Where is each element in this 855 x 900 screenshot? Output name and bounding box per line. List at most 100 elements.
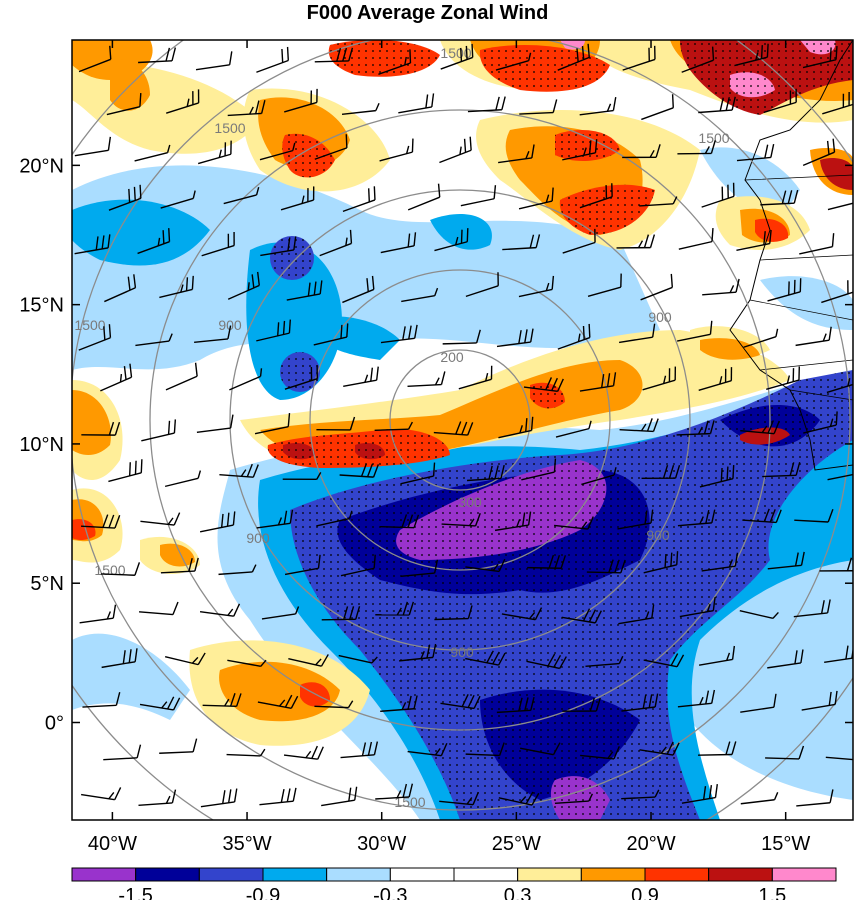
wind-barb: [139, 696, 181, 711]
wind-barb: [740, 420, 780, 435]
wind-barb: [802, 46, 838, 69]
wind-barb: [743, 328, 779, 348]
wind-barb: [137, 228, 171, 255]
wind-barb: [316, 416, 356, 431]
wind-barb: [440, 43, 474, 70]
lon-tick-label: 30°W: [357, 833, 406, 855]
wind-barb: [166, 89, 200, 114]
contour-value-label: 200: [440, 349, 464, 365]
wind-barb: [227, 271, 260, 300]
wind-barb: [616, 234, 656, 249]
wind-barb: [400, 462, 436, 485]
wind-barb: [767, 649, 804, 669]
wind-barb: [440, 694, 481, 710]
colorbar-swatch: [708, 867, 773, 882]
wind-barb: [518, 275, 555, 298]
wind-barb: [827, 200, 853, 211]
wind-barb: [698, 645, 736, 666]
wind-barb: [160, 557, 199, 574]
wind-barb: [282, 472, 322, 481]
distance-ring: [149, 109, 771, 731]
contour-value-label: 1500: [440, 45, 471, 61]
strong-positive-shading: [72, 40, 853, 707]
wind-barb: [343, 366, 379, 388]
wind-barb: [81, 787, 122, 801]
wind-barb: [433, 421, 474, 436]
wind-barb: [160, 190, 196, 209]
colorbar-label: 0.9: [631, 885, 659, 900]
wind-barb: [439, 136, 472, 164]
wind-barb: [799, 233, 835, 255]
wind-barb: [78, 324, 112, 351]
wind-barb: [321, 786, 358, 807]
wind-barb: [677, 509, 716, 527]
wind-barb: [825, 756, 853, 761]
wind-barb: [380, 232, 417, 254]
colorbar-swatch: [389, 867, 455, 882]
contour-value-label: 1500: [94, 562, 125, 578]
wind-barb: [498, 144, 535, 164]
wind-barb: [643, 653, 685, 668]
wind-barb: [284, 554, 321, 576]
wind-barb: [458, 365, 493, 390]
wind-barb: [562, 228, 596, 254]
wind-barb: [465, 272, 499, 298]
wind-barb: [199, 603, 241, 617]
wind-barb: [227, 659, 267, 668]
wind-barb: [379, 138, 414, 162]
wind-barb: [822, 92, 853, 115]
wind-barb: [641, 464, 681, 479]
wind-barb: [586, 559, 626, 574]
wind-barb: [439, 791, 479, 806]
wind-barb: [375, 783, 414, 800]
wind-barb: [159, 738, 198, 754]
wind-barb: [284, 88, 318, 113]
wind-barb: [681, 46, 715, 73]
wind-barb: [261, 606, 300, 620]
wind-barb: [617, 509, 654, 530]
wind-barb: [78, 45, 112, 73]
wind-barb: [74, 136, 112, 157]
wind-barb: [442, 329, 481, 345]
wind-barb: [401, 287, 439, 303]
wind-barb: [141, 419, 177, 442]
wind-barb: [580, 746, 620, 760]
wind-barb: [527, 554, 567, 569]
colorbar-swatch: [135, 867, 200, 882]
colorbar-label: -0.9: [246, 885, 280, 900]
wind-barb: [701, 552, 739, 572]
wind-barb: [677, 689, 716, 708]
wind-barb: [194, 325, 232, 344]
wind-barb: [795, 326, 832, 347]
wind-barb: [579, 372, 617, 392]
wind-barb: [407, 183, 441, 211]
coastline: [729, 40, 853, 471]
wind-barb: [678, 228, 714, 250]
colorbar-label: -1.5: [118, 885, 152, 900]
wind-barb: [554, 793, 594, 805]
wind-barb: [226, 748, 266, 757]
wind-barb: [518, 187, 554, 210]
wind-barb: [519, 99, 558, 115]
lon-tick-label: 40°W: [88, 833, 137, 855]
wind-barb: [218, 564, 257, 576]
wind-barb: [257, 694, 299, 709]
wind-barb: [763, 88, 797, 114]
wind-barb: [165, 362, 198, 391]
contour-value-label: 1500: [698, 130, 729, 146]
wind-barb: [256, 319, 292, 342]
wind-barb: [321, 606, 361, 621]
colorbar-swatch: [262, 867, 328, 882]
wind-barb: [313, 323, 349, 346]
wind-barb: [521, 458, 557, 481]
wind-barb: [199, 511, 236, 533]
wind-barb: [380, 514, 420, 529]
wind-barb: [621, 789, 660, 800]
colorbar: -1.5 -0.9 -0.3 0.3 0.9 1.5: [71, 867, 837, 900]
wind-barb: [681, 784, 719, 804]
wind-barb: [579, 183, 613, 209]
wind-barb: [314, 47, 354, 63]
wind-barb: [103, 744, 142, 761]
